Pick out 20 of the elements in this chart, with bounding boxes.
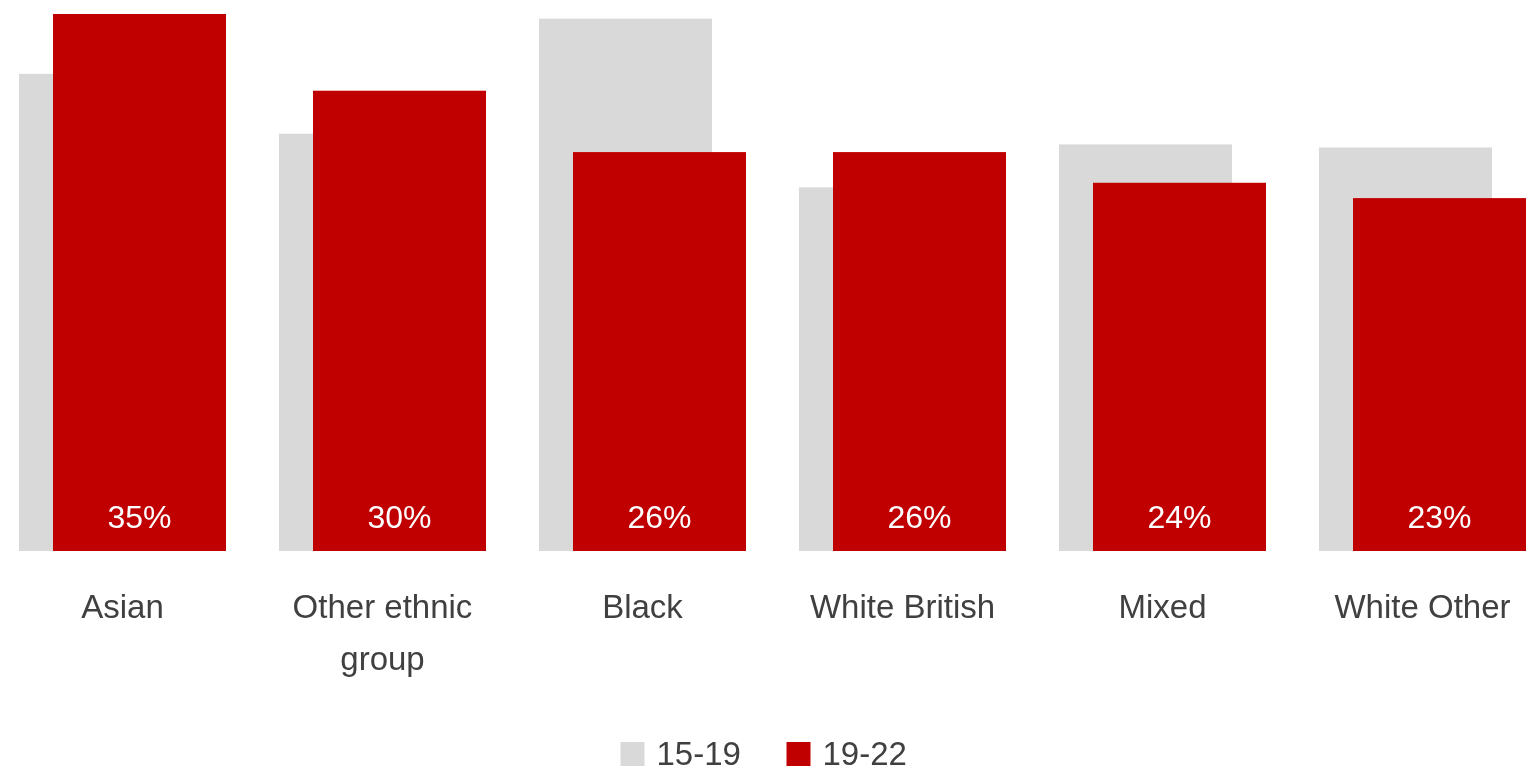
legend-label: 15-19 [656, 735, 741, 772]
bar [1353, 198, 1526, 551]
x-tick-label: White Other [1334, 588, 1511, 625]
data-label: 30% [367, 499, 432, 535]
bar [1093, 182, 1266, 551]
bar [53, 14, 226, 551]
x-tick-label: Other ethnic group [292, 588, 473, 677]
x-tick-label: White British [809, 588, 996, 625]
data-label: 24% [1147, 499, 1212, 535]
x-tick-label: Mixed [1118, 588, 1207, 625]
bar [573, 152, 746, 551]
x-tick-label: Black [602, 588, 684, 625]
bar [313, 90, 486, 551]
data-label: 26% [627, 499, 692, 535]
x-tick-label: Asian [81, 588, 164, 625]
legend-label: 19-22 [822, 735, 907, 772]
data-label: 26% [887, 499, 952, 535]
data-label: 35% [107, 499, 172, 535]
bar [833, 152, 1006, 551]
data-label: 23% [1407, 499, 1472, 535]
